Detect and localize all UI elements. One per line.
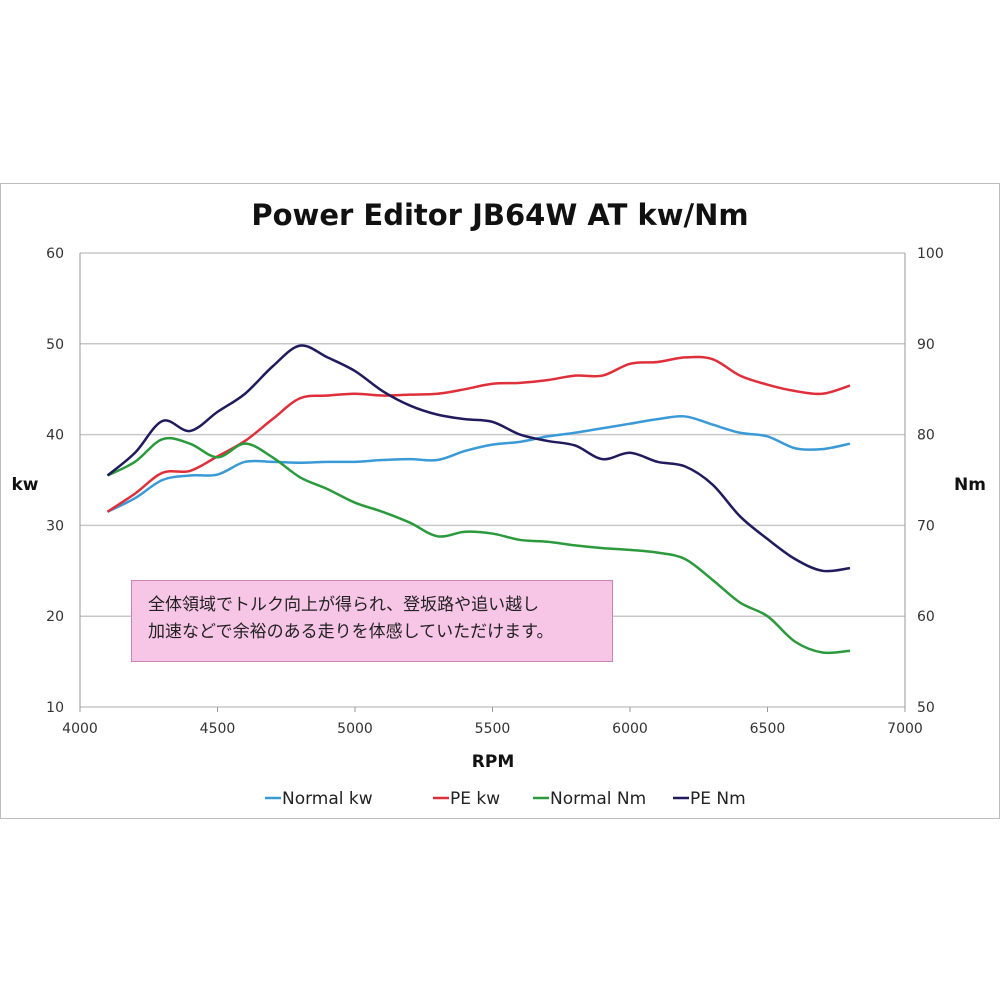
y-left-tick-label: 10 <box>46 700 64 716</box>
x-tick-label: 5500 <box>475 721 511 737</box>
annotation-box: 全体領域でトルク向上が得られ、登坂路や追い越し 加速などで余裕のある走りを体感し… <box>131 580 613 662</box>
legend-label-pe-kw: PE kw <box>450 789 500 809</box>
y-right-tick-label: 70 <box>917 518 935 534</box>
y-left-tick-label: 60 <box>46 246 64 262</box>
series-line-normal-kw <box>106 414 851 513</box>
y-left-tick-label: 30 <box>46 518 64 534</box>
y-right-tick-label: 50 <box>917 700 935 716</box>
legend-label-normal-nm: Normal Nm <box>550 789 646 809</box>
y-right-tick-label: 60 <box>917 609 935 625</box>
annotation-line: 全体領域でトルク向上が得られ、登坂路や追い越し <box>148 595 540 615</box>
x-tick-label: 4000 <box>62 721 98 737</box>
x-tick-label: 7000 <box>887 721 923 737</box>
y-axis-left-label: kw <box>11 475 38 495</box>
y-left-tick-label: 50 <box>46 337 64 353</box>
x-tick-label: 5000 <box>337 721 373 737</box>
chart-title: Power Editor JB64W AT kw/Nm <box>251 198 748 232</box>
y-left-tick-label: 20 <box>46 609 64 625</box>
x-axis-label: RPM <box>472 752 514 772</box>
series-line-pe-nm <box>106 344 851 573</box>
y-right-tick-label: 80 <box>917 428 935 444</box>
annotation-line: 加速などで余裕のある走りを体感していただけます。 <box>148 622 554 642</box>
legend-label-normal-kw: Normal kw <box>282 789 373 809</box>
y-left-tick-label: 40 <box>46 428 64 444</box>
x-tick-label: 4500 <box>200 721 236 737</box>
y-right-tick-label: 100 <box>917 246 944 262</box>
series-line-normal-nm <box>106 436 851 655</box>
x-tick-label: 6500 <box>750 721 786 737</box>
x-tick-label: 6000 <box>612 721 648 737</box>
y-right-tick-label: 90 <box>917 337 935 353</box>
legend-label-pe-nm: PE Nm <box>690 789 746 809</box>
y-axis-right-label: Nm <box>954 475 986 495</box>
